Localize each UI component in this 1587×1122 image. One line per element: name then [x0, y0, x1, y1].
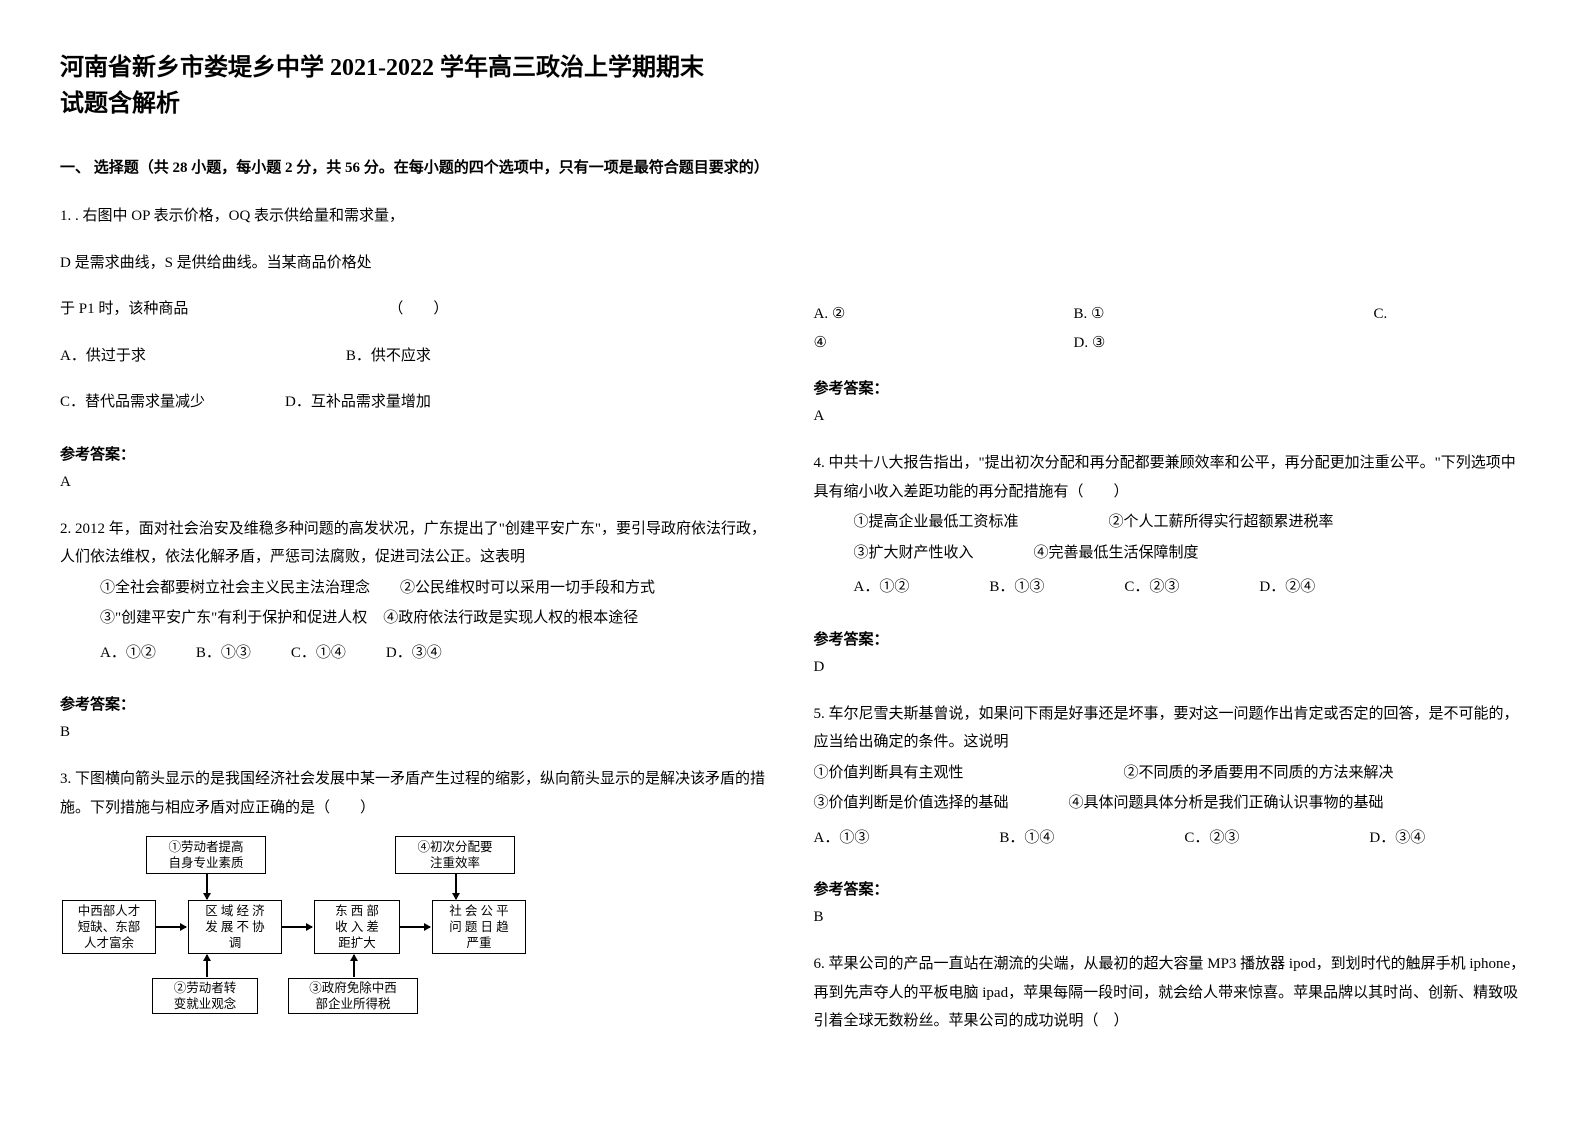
fc-v-arrow-2 [206, 955, 208, 977]
fc-v-arrow-1 [455, 874, 457, 899]
q1-line1: 1. . 右图中 OP 表示价格，OQ 表示供给量和需求量， [60, 202, 774, 231]
q5-optD: D．③④ [1369, 824, 1425, 853]
q5-optC: C．②③ [1184, 824, 1239, 853]
doc-title: 河南省新乡市娄堤乡中学 2021-2022 学年高三政治上学期期末 试题含解析 [60, 50, 774, 122]
q1-optB: B．供不应求 [346, 342, 431, 371]
q2-optA: A．①② [100, 639, 156, 668]
q2-optB: B．①③ [196, 639, 251, 668]
q2-c4: ④政府依法行政是实现人权的根本途径 [383, 604, 638, 633]
fc-node-mid2: 区 域 经 济发 展 不 协调 [188, 900, 282, 954]
q3-text: 3. 下图横向箭头显示的是我国经济社会发展中某一矛盾产生过程的缩影，纵向箭头显示… [60, 765, 774, 822]
fc-node-mid1: 中西部人才短缺、东部人才富余 [62, 900, 156, 954]
q3-optC-num: ④ [814, 329, 1074, 358]
fc-node-mid4: 社 会 公 平问 题 日 趋严重 [432, 900, 526, 954]
question-5: 5. 车尔尼雪夫斯基曾说，如果问下雨是好事还是坏事，要对这一问题作出肯定或否定的… [814, 698, 1528, 859]
q5-c3: ③价值判断是价值选择的基础 [814, 789, 1009, 818]
q4-c3: ③扩大财产性收入 [854, 539, 974, 568]
q4-optD: D．②④ [1259, 573, 1315, 602]
q3-optA: A. ② [814, 300, 1074, 329]
q5-optA: A．①③ [814, 824, 870, 853]
fc-v-arrow-0 [206, 874, 208, 899]
q4-answer-label: 参考答案： [814, 628, 1528, 649]
q2-optD: D．③④ [386, 639, 442, 668]
q1-optD: D．互补品需求量增加 [285, 388, 431, 417]
q2-c2: ②公民维权时可以采用一切手段和方式 [400, 574, 655, 603]
question-1: 1. . 右图中 OP 表示价格，OQ 表示供给量和需求量， D 是需求曲线，S… [60, 200, 774, 423]
q2-answer-label: 参考答案： [60, 693, 774, 714]
q5-answer-label: 参考答案： [814, 878, 1528, 899]
q5-text: 5. 车尔尼雪夫斯基曾说，如果问下雨是好事还是坏事，要对这一问题作出肯定或否定的… [814, 700, 1528, 757]
q2-optC: C．①④ [291, 639, 346, 668]
q3-optC-letter: C. [1374, 300, 1388, 329]
q2-c3: ③"创建平安广东"有利于保护和促进人权 [100, 604, 367, 633]
q4-text: 4. 中共十八大报告指出，"提出初次分配和再分配都要兼顾效率和公平，再分配更加注… [814, 449, 1528, 506]
fc-node-bot2: ②劳动者转变就业观念 [152, 978, 258, 1014]
left-column: 河南省新乡市娄堤乡中学 2021-2022 学年高三政治上学期期末 试题含解析 … [60, 50, 774, 1072]
q3-answer: A [814, 408, 1528, 425]
q3-optB: B. ① [1074, 300, 1374, 329]
q1-optA: A．供过于求 [60, 342, 146, 371]
fc-node-bot3: ③政府免除中西部企业所得税 [288, 978, 418, 1014]
fc-node-mid3: 东 西 部收 入 差距扩大 [314, 900, 400, 954]
right-column: A. ② B. ① C. ④ D. ③ 参考答案： A 4. 中共十八大报告指出… [814, 50, 1528, 1072]
q4-answer: D [814, 659, 1528, 676]
q5-optB: B．①④ [999, 824, 1054, 853]
q1-answer: A [60, 474, 774, 491]
q2-answer: B [60, 724, 774, 741]
fc-node-top4: ④初次分配要注重效率 [395, 836, 515, 874]
question-6: 6. 苹果公司的产品一直站在潮流的尖端，从最初的超大容量 MP3 播放器 ipo… [814, 948, 1528, 1038]
fc-h-arrow-2 [400, 926, 430, 928]
section-1-header: 一、 选择题（共 28 小题，每小题 2 分，共 56 分。在每小题的四个选项中… [60, 156, 774, 180]
fc-h-arrow-1 [282, 926, 312, 928]
q4-c1: ①提高企业最低工资标准 [854, 508, 1019, 537]
q1-line3-left: 于 P1 时，该种商品 [60, 295, 188, 324]
fc-node-top1: ①劳动者提高自身专业素质 [146, 836, 266, 874]
fc-v-arrow-3 [353, 955, 355, 977]
title-line-2: 试题含解析 [60, 86, 774, 122]
q5-c1: ①价值判断具有主观性 [814, 759, 964, 788]
question-3: 3. 下图横向箭头显示的是我国经济社会发展中某一矛盾产生过程的缩影，纵向箭头显示… [60, 763, 774, 1026]
q1-line2: D 是需求曲线，S 是供给曲线。当某商品价格处 [60, 249, 774, 278]
q4-optC: C．②③ [1124, 573, 1179, 602]
q3-flowchart: ①劳动者提高自身专业素质 ④初次分配要注重效率中西部人才短缺、东部人才富余区 域 … [60, 834, 580, 1014]
q2-c1: ①全社会都要树立社会主义民主法治理念 [100, 574, 370, 603]
q1-optC: C．替代品需求量减少 [60, 388, 205, 417]
q5-c2: ②不同质的矛盾要用不同质的方法来解决 [1124, 759, 1394, 788]
title-line-1: 河南省新乡市娄堤乡中学 2021-2022 学年高三政治上学期期末 [60, 50, 774, 86]
q2-text: 2. 2012 年，面对社会治安及维稳多种问题的高发状况，广东提出了"创建平安广… [60, 515, 774, 572]
q4-c2: ②个人工薪所得实行超额累进税率 [1109, 508, 1334, 537]
fc-h-arrow-0 [156, 926, 186, 928]
q4-c4: ④完善最低生活保障制度 [1034, 539, 1199, 568]
q5-answer: B [814, 909, 1528, 926]
q3-optD: D. ③ [1074, 329, 1106, 358]
question-2: 2. 2012 年，面对社会治安及维稳多种问题的高发状况，广东提出了"创建平安广… [60, 513, 774, 674]
q1-answer-label: 参考答案： [60, 443, 774, 464]
q4-optA: A．①② [854, 573, 910, 602]
q3-answer-label: 参考答案： [814, 377, 1528, 398]
question-3-options: A. ② B. ① C. ④ D. ③ [814, 300, 1528, 357]
q1-line3-right: （ ） [388, 295, 448, 324]
q6-text: 6. 苹果公司的产品一直站在潮流的尖端，从最初的超大容量 MP3 播放器 ipo… [814, 950, 1528, 1036]
q4-optB: B．①③ [989, 573, 1044, 602]
q5-c4: ④具体问题具体分析是我们正确认识事物的基础 [1069, 789, 1384, 818]
question-4: 4. 中共十八大报告指出，"提出初次分配和再分配都要兼顾效率和公平，再分配更加注… [814, 447, 1528, 608]
